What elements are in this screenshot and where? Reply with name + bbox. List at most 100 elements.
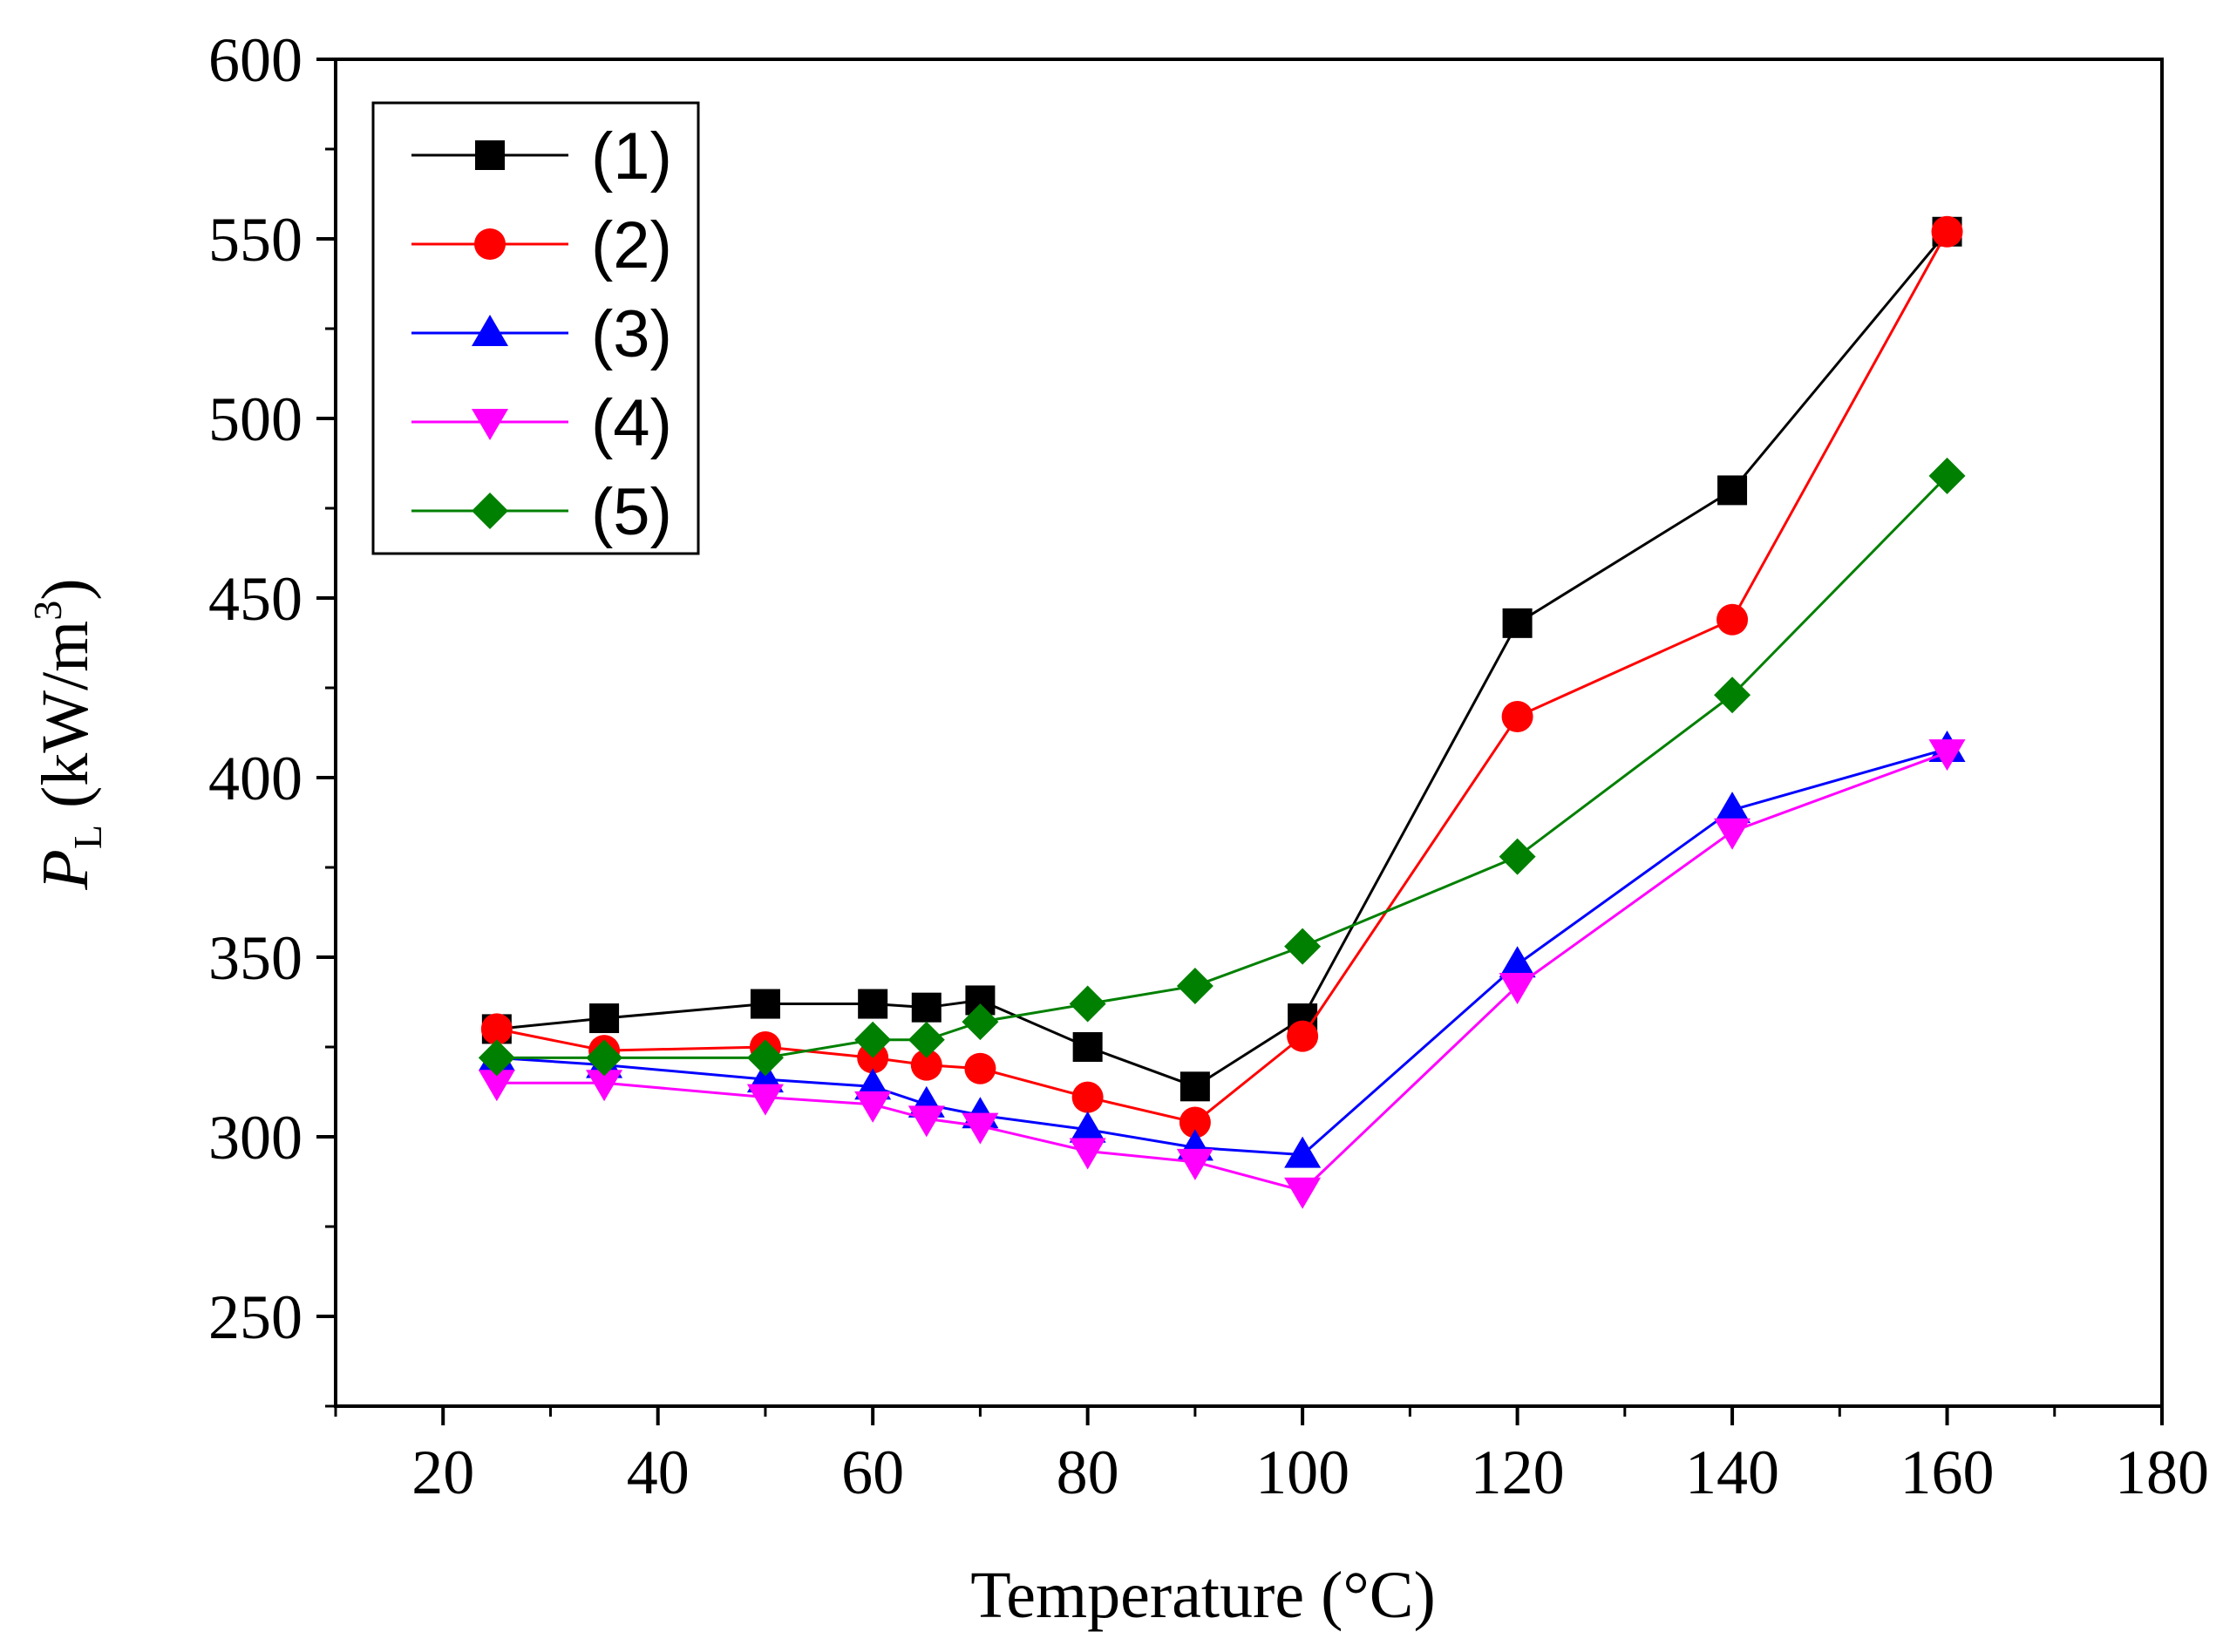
series-2 (480, 215, 1963, 1139)
data-point (1499, 972, 1536, 1004)
data-point (1069, 1111, 1106, 1143)
series-1 (481, 216, 1962, 1102)
y-axis-symbol: P (29, 849, 102, 890)
y-tick-label: 600 (208, 25, 303, 95)
data-point (962, 1003, 999, 1041)
data-point (1928, 739, 1966, 772)
x-tick-label: 80 (1057, 1438, 1119, 1507)
x-axis-title: Temperature (°C) (970, 1559, 1436, 1632)
legend-item: (4) (411, 386, 672, 460)
series-line (496, 747, 1948, 1157)
data-point (858, 989, 888, 1019)
data-point (1069, 985, 1106, 1023)
legend: (1) (2) (3) (4) (5) (371, 101, 700, 555)
series-line (496, 474, 1948, 1059)
series-group (478, 215, 1966, 1209)
y-tick-label: 250 (208, 1282, 303, 1352)
series-line (496, 231, 1948, 1125)
series-4 (478, 739, 1966, 1209)
legend-label: (2) (591, 208, 672, 282)
x-tick-label: 60 (841, 1438, 904, 1507)
data-point (1499, 838, 1536, 875)
data-point (1069, 1138, 1106, 1170)
plot-frame (334, 58, 2164, 1408)
y-axis-unit-prefix: (kW/m (29, 621, 102, 825)
series-line (496, 751, 1948, 1193)
data-point (1717, 603, 1749, 636)
data-point (1176, 1148, 1213, 1180)
data-point (1714, 792, 1751, 824)
data-point (589, 1003, 620, 1034)
data-point (1714, 818, 1751, 850)
data-point (750, 989, 780, 1019)
data-point (1287, 1020, 1319, 1052)
y-axis-subscript: L (65, 825, 110, 849)
data-point (1071, 1081, 1104, 1113)
data-point (1501, 700, 1533, 732)
data-point (1179, 1071, 1210, 1102)
data-point (908, 1105, 945, 1138)
legend-marker (474, 228, 506, 260)
data-point (1284, 1177, 1322, 1209)
data-point (586, 1039, 623, 1077)
legend-box (371, 101, 700, 555)
y-axis-title: PL (kW/m3) (25, 578, 110, 890)
x-tick-label: 40 (627, 1438, 690, 1507)
legend-item: (1) (411, 119, 672, 194)
legend-label: (4) (591, 386, 672, 460)
y-tick-label: 550 (208, 205, 303, 275)
legend-label: (3) (591, 297, 672, 371)
data-point (1072, 1032, 1103, 1062)
y-axis-unit-suffix: ) (29, 578, 102, 600)
legend-item: (3) (411, 297, 672, 371)
data-point (1176, 967, 1213, 1004)
legend-marker (472, 315, 508, 346)
data-point (911, 992, 942, 1023)
data-point (478, 1070, 515, 1102)
data-point (746, 1084, 784, 1116)
data-point (1931, 215, 1963, 248)
legend-marker (472, 493, 508, 529)
x-tick-label: 120 (1471, 1438, 1565, 1507)
data-point (586, 1070, 623, 1102)
data-point (1928, 457, 1966, 494)
series-line (496, 230, 1948, 1088)
y-tick-label: 500 (208, 384, 303, 454)
x-tick-label: 100 (1255, 1438, 1349, 1507)
data-point (1502, 608, 1533, 638)
data-point (964, 1052, 996, 1084)
legend-item: (2) (411, 208, 672, 282)
legend-marker (475, 140, 505, 170)
data-point (478, 1039, 515, 1077)
data-point (1284, 928, 1322, 965)
data-point (908, 1021, 945, 1058)
data-point (962, 1112, 999, 1145)
y-tick-label: 450 (208, 564, 303, 634)
x-tick-labels: 20 40 60 80 100 120 140 160 180 (411, 1438, 2209, 1507)
legend-marker (472, 409, 508, 440)
svg-text:PL (kW/m3): PL (kW/m3) (25, 578, 110, 890)
x-tick-label: 20 (411, 1438, 474, 1507)
series-5 (478, 457, 1966, 1077)
data-point (1717, 475, 1748, 506)
data-point (854, 1021, 892, 1058)
legend-item: (5) (411, 475, 672, 549)
y-tick-label: 350 (208, 923, 303, 993)
data-point (1714, 676, 1751, 714)
x-tick-label: 140 (1685, 1438, 1779, 1507)
data-point (1284, 1136, 1322, 1168)
y-axis-unit-power: 3 (25, 601, 70, 621)
x-tick-label: 160 (1900, 1438, 1995, 1507)
y-tick-labels: 250 300 350 400 450 500 550 600 (208, 25, 303, 1352)
data-point (1499, 946, 1536, 978)
data-point (480, 1013, 513, 1045)
legend-label: (1) (591, 119, 672, 194)
data-point (1179, 1106, 1211, 1139)
axis-ticks (316, 58, 2164, 1425)
x-tick-label: 180 (2115, 1438, 2209, 1507)
data-point (746, 1039, 784, 1077)
y-tick-label: 300 (208, 1103, 303, 1173)
data-point (854, 1091, 892, 1123)
data-point (910, 1049, 942, 1081)
